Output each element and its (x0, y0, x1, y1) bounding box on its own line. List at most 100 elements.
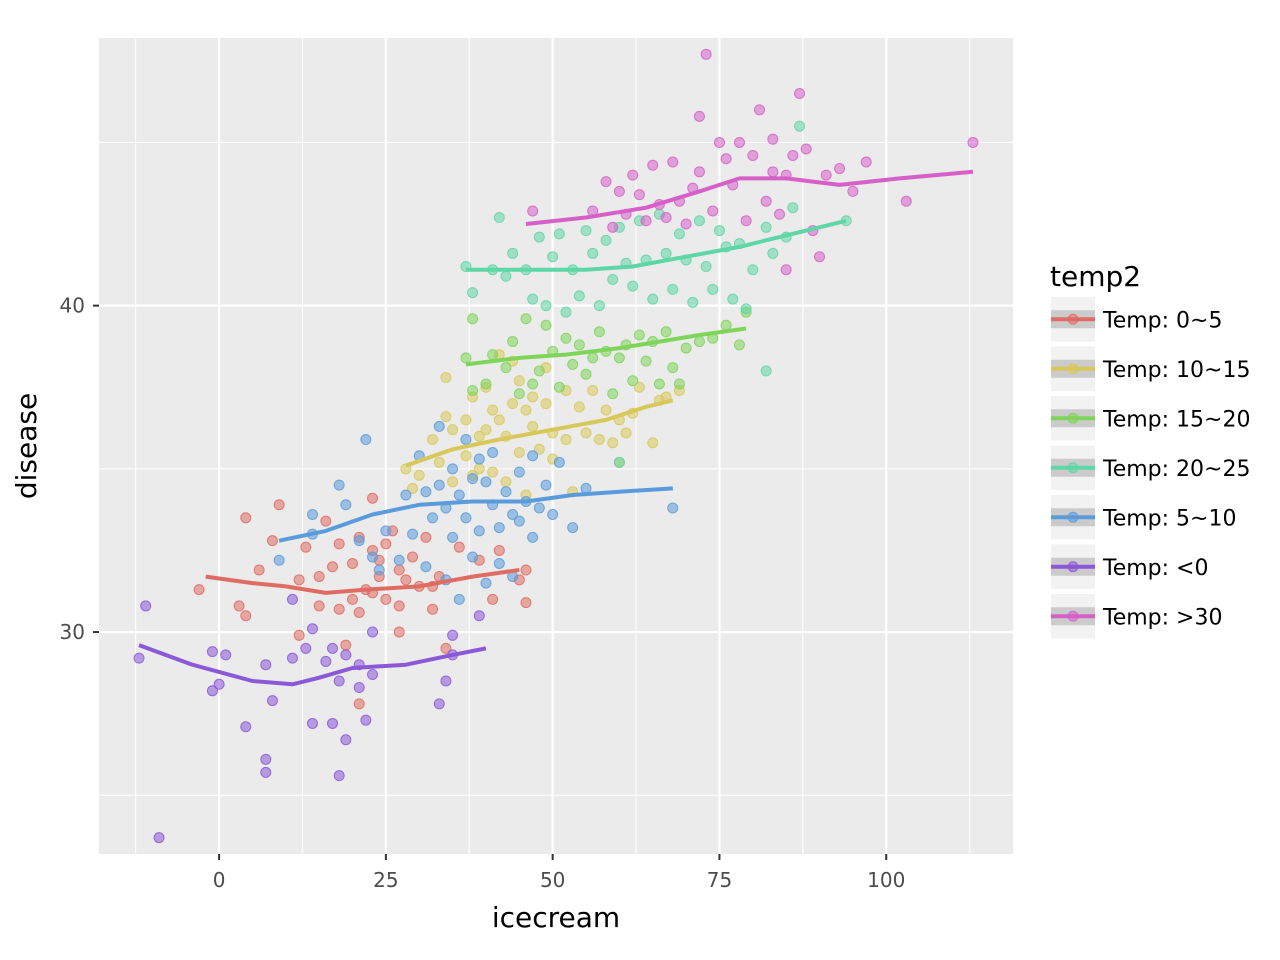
legend-label: Temp: 0~5 (1102, 308, 1222, 333)
data-point (687, 296, 699, 308)
data-point (587, 352, 599, 364)
data-point (560, 306, 572, 318)
data-point (680, 218, 692, 230)
data-point (794, 120, 806, 132)
data-point (480, 378, 492, 390)
smooth-line-1 (405, 398, 674, 468)
data-point (473, 430, 485, 442)
data-point (787, 150, 799, 162)
data-point (573, 290, 585, 302)
data-point (720, 153, 732, 165)
data-point (360, 433, 372, 445)
data-point (393, 626, 405, 638)
data-point (693, 166, 705, 178)
smooth-line-5 (138, 643, 487, 687)
data-point (433, 420, 445, 432)
data-point (206, 685, 218, 697)
data-point (513, 388, 525, 400)
y-tick-label: 40 (60, 294, 85, 318)
data-point (613, 456, 625, 468)
data-point (713, 225, 725, 237)
data-point (733, 136, 745, 148)
data-point (487, 349, 499, 361)
data-point (420, 486, 432, 498)
data-point (533, 231, 545, 243)
data-point (447, 629, 459, 641)
data-point (467, 551, 479, 563)
data-point (707, 283, 719, 295)
data-point (627, 375, 639, 387)
data-point (393, 600, 405, 612)
smooth-line-6 (525, 169, 974, 226)
data-point (473, 610, 485, 622)
data-point (533, 502, 545, 514)
data-point (487, 404, 499, 416)
data-point (794, 87, 806, 99)
data-point (473, 453, 485, 465)
data-point (493, 212, 505, 224)
data-point (240, 721, 252, 733)
data-point (333, 603, 345, 615)
data-point (767, 166, 779, 178)
data-point (580, 225, 592, 237)
data-point (447, 424, 459, 436)
data-point (607, 388, 619, 400)
data-point (433, 456, 445, 468)
data-point (487, 447, 499, 459)
data-point (407, 482, 419, 494)
data-point (607, 274, 619, 286)
data-point (814, 251, 826, 263)
data-point (673, 378, 685, 390)
data-point (507, 336, 519, 348)
data-point (440, 675, 452, 687)
data-point (447, 531, 459, 543)
data-point (440, 642, 452, 654)
data-point (293, 629, 305, 641)
legend-title: temp2 (1050, 260, 1141, 293)
data-point (140, 600, 152, 612)
data-point (540, 479, 552, 491)
data-point (587, 385, 599, 397)
data-point (847, 185, 859, 197)
data-point (633, 329, 645, 341)
data-point (480, 577, 492, 589)
data-point (560, 433, 572, 445)
data-point (367, 492, 379, 504)
data-point (380, 593, 392, 605)
data-point (667, 283, 679, 295)
data-point (607, 221, 619, 233)
data-point (320, 515, 332, 527)
data-point (340, 639, 352, 651)
smooth-line-0 (205, 568, 520, 595)
data-point (373, 564, 385, 576)
legend-key-point (1067, 462, 1079, 474)
data-point (660, 247, 672, 259)
legend-label: Temp: 20~25 (1102, 457, 1250, 482)
data-point (220, 649, 232, 661)
data-point (467, 287, 479, 299)
data-point (520, 313, 532, 325)
data-point (507, 398, 519, 410)
data-point (233, 600, 245, 612)
data-point (573, 339, 585, 351)
x-tick-label: 100 (867, 868, 905, 892)
legend-key-point (1067, 561, 1079, 573)
data-point (713, 136, 725, 148)
data-point (433, 698, 445, 710)
data-point (540, 398, 552, 410)
data-point (500, 486, 512, 498)
data-point (527, 205, 539, 217)
data-point (460, 352, 472, 364)
data-point (400, 489, 412, 501)
data-point (660, 326, 672, 338)
data-point (773, 208, 785, 220)
series-4 (273, 420, 679, 605)
data-point (467, 385, 479, 397)
data-point (787, 202, 799, 214)
x-tick-label: 50 (540, 868, 565, 892)
data-point (467, 473, 479, 485)
data-point (600, 176, 612, 188)
legend-key-point (1067, 412, 1079, 424)
data-point (447, 463, 459, 475)
data-point (333, 770, 345, 782)
